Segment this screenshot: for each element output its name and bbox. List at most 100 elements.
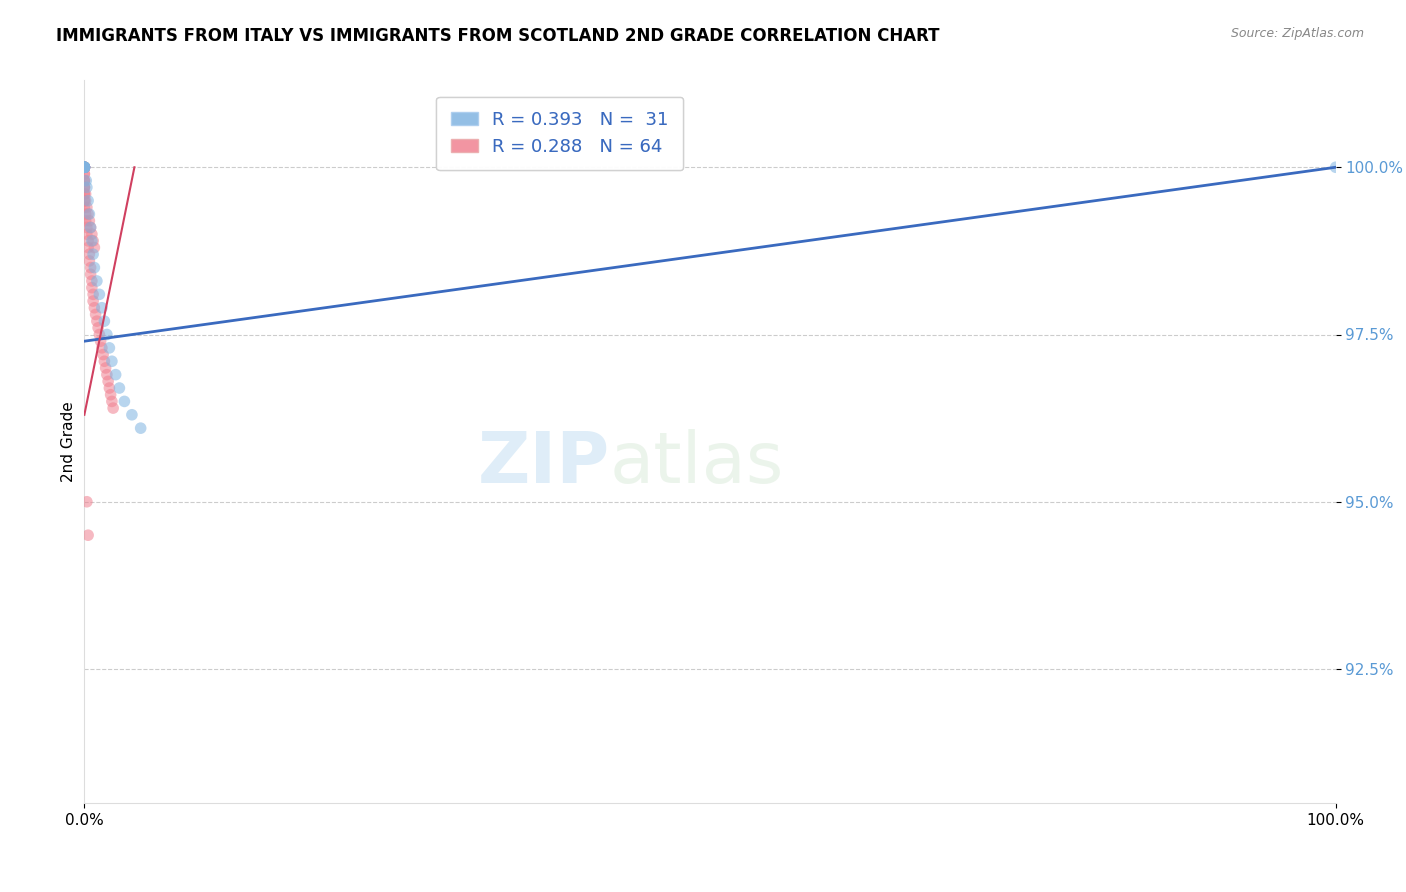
Point [97,375,120,389]
Point [76,180,98,194]
Point [101,354,124,368]
Point [76,220,98,235]
Point [75,207,97,221]
Point [79,207,101,221]
Point [77,234,100,248]
Point [73,161,96,175]
Point [73,174,96,188]
Point [82,287,104,301]
Point [83,260,105,275]
Point [73,167,96,181]
Text: atlas: atlas [610,429,785,498]
Point [73,161,96,175]
Point [98,381,121,395]
Point [86,274,108,288]
Point [79,214,101,228]
Point [80,227,103,242]
Point [73,161,96,175]
Point [77,240,100,254]
Point [83,240,105,254]
Point [101,401,124,416]
Point [84,308,107,322]
Point [129,421,152,435]
Text: IMMIGRANTS FROM ITALY VS IMMIGRANTS FROM SCOTLAND 2ND GRADE CORRELATION CHART: IMMIGRANTS FROM ITALY VS IMMIGRANTS FROM… [56,27,939,45]
Point [73,161,96,175]
Point [75,187,97,202]
Point [90,334,112,349]
Point [98,341,121,355]
Point [75,194,97,208]
Point [80,274,103,288]
Point [73,161,96,175]
Text: Source: ZipAtlas.com: Source: ZipAtlas.com [1230,27,1364,40]
Point [77,528,100,542]
Point [1324,161,1347,175]
Point [80,234,103,248]
Point [101,394,124,409]
Point [96,327,118,342]
Point [77,194,100,208]
Point [73,161,96,175]
Point [91,348,114,362]
Point [76,201,98,215]
Point [93,314,115,328]
Point [73,180,96,194]
Point [90,301,112,315]
Point [94,361,117,376]
Point [73,161,96,175]
Point [79,253,101,268]
Point [89,327,111,342]
Point [73,161,96,175]
Point [73,161,96,175]
Point [80,281,103,295]
Point [93,354,115,368]
Point [79,260,101,275]
Point [73,161,96,175]
Point [112,394,135,409]
Point [77,207,100,221]
Point [73,161,96,175]
Point [73,161,96,175]
Point [73,180,96,194]
Point [79,220,101,235]
Point [82,234,104,248]
Point [73,161,96,175]
Point [75,214,97,228]
Legend: R = 0.393   N =  31, R = 0.288   N = 64: R = 0.393 N = 31, R = 0.288 N = 64 [436,96,683,170]
Point [73,174,96,188]
Point [108,381,131,395]
Point [73,180,96,194]
Y-axis label: 2nd Grade: 2nd Grade [60,401,76,482]
Point [79,247,101,261]
Point [90,341,112,355]
Point [82,247,104,261]
Point [73,187,96,202]
Point [87,321,110,335]
Point [100,388,122,402]
Point [73,174,96,188]
Point [76,227,98,242]
Point [73,161,96,175]
Point [73,161,96,175]
Point [89,287,111,301]
Point [73,161,96,175]
Point [73,161,96,175]
Point [76,495,98,509]
Point [73,161,96,175]
Point [73,187,96,202]
Point [86,314,108,328]
Point [73,194,96,208]
Point [75,174,97,188]
Point [79,220,101,235]
Point [73,161,96,175]
Point [79,268,101,282]
Point [73,194,96,208]
Point [82,294,104,309]
Point [83,301,105,315]
Point [121,408,143,422]
Point [73,167,96,181]
Point [96,368,118,382]
Text: ZIP: ZIP [478,429,610,498]
Point [104,368,127,382]
Point [73,201,96,215]
